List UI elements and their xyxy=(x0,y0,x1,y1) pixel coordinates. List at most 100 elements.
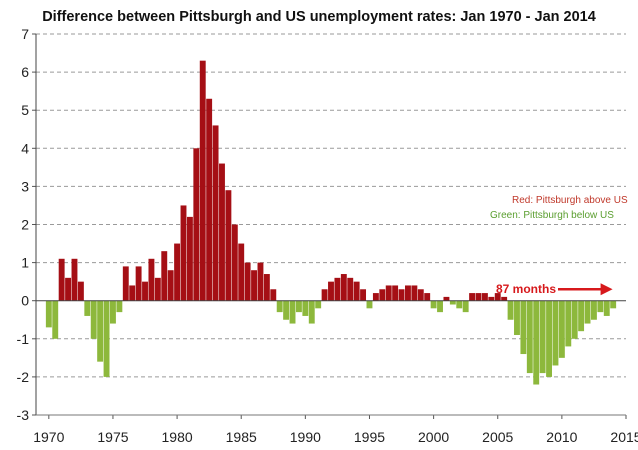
bar xyxy=(379,289,386,301)
x-tick-label: 1975 xyxy=(97,429,128,445)
bar xyxy=(514,300,520,335)
y-tick-label: 7 xyxy=(21,26,29,42)
annotation-87-months: 87 months xyxy=(496,282,556,296)
y-tick-label: 1 xyxy=(21,255,29,271)
bar xyxy=(475,293,482,301)
bar xyxy=(71,258,78,301)
bar xyxy=(110,300,116,324)
bar xyxy=(443,296,450,301)
bar xyxy=(539,300,546,374)
bar xyxy=(398,289,405,301)
bar xyxy=(97,300,104,362)
bar xyxy=(212,125,219,301)
annotation-arrow-head xyxy=(600,283,613,296)
bar xyxy=(174,243,181,301)
bar xyxy=(315,300,322,309)
bar xyxy=(103,300,110,377)
bar xyxy=(270,289,277,301)
bar xyxy=(533,300,540,385)
bar xyxy=(193,148,200,301)
bar xyxy=(411,285,418,301)
bar xyxy=(308,300,315,324)
bar xyxy=(340,274,347,301)
bar xyxy=(481,293,488,301)
bar xyxy=(469,293,476,301)
bar xyxy=(52,300,59,339)
bar xyxy=(90,300,97,339)
bar xyxy=(507,300,514,320)
chart-title: Difference between Pittsburgh and US une… xyxy=(42,9,596,25)
bar xyxy=(372,293,379,301)
bar xyxy=(366,300,373,309)
y-tick-label: 3 xyxy=(21,178,29,194)
bar xyxy=(590,300,597,320)
bar xyxy=(552,300,559,366)
bars-layer xyxy=(45,60,617,385)
grid-layer xyxy=(36,33,626,416)
bar xyxy=(244,262,251,301)
bar xyxy=(565,300,572,347)
bar xyxy=(597,300,604,313)
x-tick-label: 1990 xyxy=(290,429,321,445)
bar xyxy=(584,300,591,324)
bar xyxy=(219,163,225,301)
y-tick-label: -2 xyxy=(17,369,30,385)
bar xyxy=(578,300,585,332)
bar xyxy=(84,300,91,316)
x-tick-label: 1970 xyxy=(33,429,64,445)
bar xyxy=(142,281,148,301)
bar xyxy=(603,300,610,316)
bar xyxy=(334,277,341,301)
bar xyxy=(167,270,174,301)
bar xyxy=(116,300,123,313)
bar xyxy=(135,266,142,301)
legend-entry-below: Green: Pittsburgh below US xyxy=(490,210,614,221)
x-tick-label: 2005 xyxy=(482,429,513,445)
bar xyxy=(148,258,155,301)
y-tick-label: -3 xyxy=(17,407,30,423)
bar xyxy=(77,281,84,301)
x-tick-label: 2000 xyxy=(418,429,449,445)
bar xyxy=(424,293,431,301)
bar xyxy=(122,266,129,301)
bar xyxy=(526,300,533,374)
bar xyxy=(501,296,508,301)
bar xyxy=(520,300,527,355)
bar xyxy=(449,300,456,305)
bar xyxy=(161,251,168,301)
bar xyxy=(231,224,238,301)
bar xyxy=(571,300,578,339)
bar xyxy=(558,300,565,358)
bar xyxy=(251,270,257,301)
bar xyxy=(257,262,264,301)
bar xyxy=(488,296,495,301)
bar xyxy=(276,300,283,313)
bar xyxy=(186,216,193,301)
bar xyxy=(546,300,552,377)
bar xyxy=(58,258,65,301)
bar xyxy=(392,285,399,301)
x-tick-label: 1985 xyxy=(226,429,257,445)
bar xyxy=(283,300,290,320)
bar xyxy=(225,190,232,301)
legend: Red: Pittsburgh above US Green: Pittsbur… xyxy=(490,195,628,221)
x-tick-label: 2010 xyxy=(546,429,577,445)
y-tick-label: 4 xyxy=(21,140,29,156)
bar xyxy=(353,281,360,301)
bar xyxy=(328,281,334,301)
bar xyxy=(263,274,270,301)
bar xyxy=(206,98,213,301)
bar xyxy=(295,300,302,313)
bar xyxy=(238,243,245,301)
bar xyxy=(405,285,411,301)
legend-entry-above: Red: Pittsburgh above US xyxy=(512,195,628,206)
bar xyxy=(199,60,206,301)
bar xyxy=(610,300,617,309)
bar xyxy=(302,300,309,316)
bar xyxy=(462,300,469,313)
annotation-group: 87 months xyxy=(496,282,613,296)
y-tick-label: -1 xyxy=(17,331,30,347)
bar xyxy=(180,205,187,301)
